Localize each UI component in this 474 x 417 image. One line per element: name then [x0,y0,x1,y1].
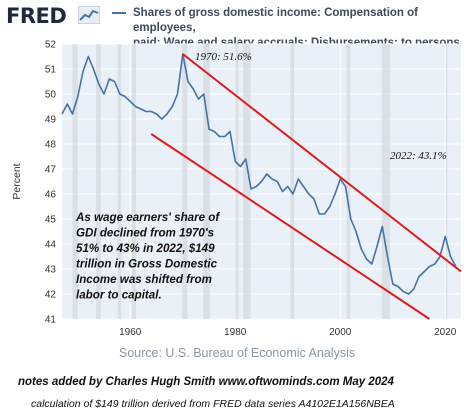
body-annotation-line: As wage earners' share of [75,211,220,224]
y-tick-label: 49 [45,115,57,126]
fred-chart-icon [78,6,100,24]
fred-logo[interactable]: FRED [6,4,67,28]
y-tick-label: 43 [45,265,57,276]
body-annotation-line: labor to capital. [76,289,162,302]
calculation-note: calculation of $149 trillion derived fro… [31,398,395,410]
body-annotation-line: trillion in Gross Domestic [76,258,218,271]
y-axis-title: Percent [11,163,23,199]
recession-band [243,44,251,319]
body-annotation-line: 51% to 43% in 2022, $149 [76,242,215,255]
y-tick-label: 51 [45,65,57,76]
y-tick-label: 48 [45,140,57,151]
recession-band [117,44,122,319]
recession-band [203,44,211,319]
source-note: Source: U.S. Bureau of Economic Analysis [118,346,356,360]
series-line [61,53,457,295]
trend-line [182,53,462,273]
recession-band [131,44,137,319]
recession-band [182,44,188,319]
recession-band [235,44,239,319]
legend-line-1: Shares of gross domestic income: Compens… [133,7,418,34]
recession-band [72,44,78,319]
recession-band [290,44,295,319]
y-tick-label: 42 [45,290,57,301]
y-tick-label: 44 [45,240,57,251]
y-tick-label: 45 [45,215,57,226]
x-tick-label: 2020 [434,327,457,338]
legend-swatch [112,12,126,14]
y-tick-label: 41 [45,315,57,326]
end-annotation: 2022: 43.1% [390,150,447,162]
trend-line [150,133,431,320]
recession-band [96,44,101,319]
recession-band [381,44,391,319]
body-annotation-line: GDI declined from 1970's [76,227,215,240]
recession-band [346,44,351,319]
y-tick-label: 46 [45,190,57,201]
x-tick-label: 1980 [224,327,247,338]
chart-frame: FRED Shares of gross domestic income: Co… [0,0,474,366]
peak-annotation: 1970: 51.6% [195,51,252,63]
body-annotation-line: Income was shifted from [76,273,212,286]
recession-band [445,44,448,319]
y-tick-label: 47 [45,165,57,176]
line-chart[interactable]: 41 42 43 44 45 46 47 48 49 50 51 52 1960 1980 2000 2020… [0,0,474,366]
author-note: notes added by Charles Hugh Smith www.of… [18,376,394,388]
x-tick-label: 2000 [329,327,352,338]
y-tick-label: 50 [45,90,57,101]
y-tick-label: 52 [45,40,57,51]
x-tick-label: 1960 [119,327,142,338]
